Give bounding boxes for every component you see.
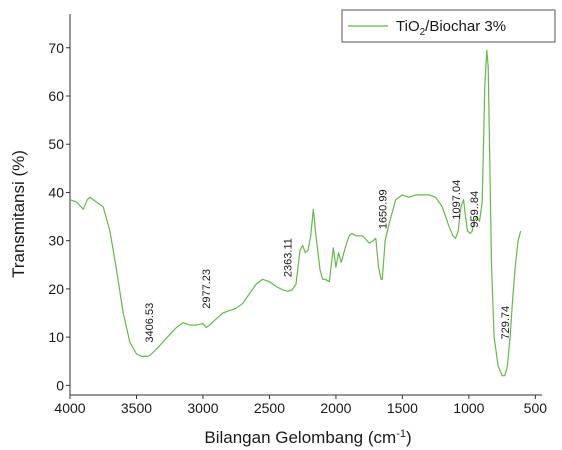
y-tick-label: 0 — [56, 377, 64, 393]
peak-label: 2363.11 — [283, 238, 295, 277]
x-tick-label: 2500 — [254, 400, 285, 416]
legend-label: TiO2/Biochar 3% — [396, 18, 506, 38]
peak-label: 959..84 — [469, 191, 481, 228]
y-tick-label: 20 — [48, 281, 64, 297]
x-axis-label-sup: -1 — [396, 428, 406, 440]
y-axis-label: Transmitansi (%) — [9, 150, 28, 278]
peak-label: 729.74 — [500, 306, 512, 340]
legend-label-suffix: /Biochar 3% — [425, 18, 506, 35]
y-tick-label: 50 — [48, 136, 64, 152]
peak-label: 3406.53 — [144, 303, 156, 343]
peak-label: 1650.99 — [377, 189, 389, 229]
y-tick-label: 70 — [48, 40, 64, 56]
axes — [69, 14, 542, 396]
x-tick-label: 2000 — [320, 400, 351, 416]
x-axis-label: Bilangan Gelombang (cm-1) — [204, 428, 411, 447]
ticks: 4000 3500 3000 2500 2000 1500 1000 500 0 10 20 30 40… — [48, 40, 547, 416]
legend-label-sub: 2 — [420, 27, 426, 38]
peak-label: 2977.23 — [201, 269, 213, 309]
x-axis-label-close: ) — [406, 428, 412, 447]
y-tick-label: 10 — [48, 329, 64, 345]
y-tick-label: 60 — [48, 88, 64, 104]
y-tick-label: 30 — [48, 233, 64, 249]
x-tick-label: 500 — [524, 400, 548, 416]
x-axis-label-main: Bilangan Gelombang (cm — [204, 428, 396, 447]
x-tick-label: 3000 — [187, 400, 218, 416]
x-tick-label: 4000 — [54, 400, 85, 416]
peak-label: 1097.04 — [451, 180, 463, 220]
x-tick-label: 1000 — [453, 400, 484, 416]
legend-label-prefix: TiO — [396, 18, 420, 35]
x-tick-label: 3500 — [121, 400, 152, 416]
series — [69, 49, 522, 377]
legend: TiO2/Biochar 3% — [341, 9, 556, 43]
y-tick-label: 40 — [48, 184, 64, 200]
series-line — [69, 49, 522, 377]
x-tick-label: 1500 — [387, 400, 418, 416]
peak-annotations: 3406.53 2977.23 2363.11 1650.99 1097.04 959..… — [144, 180, 512, 343]
